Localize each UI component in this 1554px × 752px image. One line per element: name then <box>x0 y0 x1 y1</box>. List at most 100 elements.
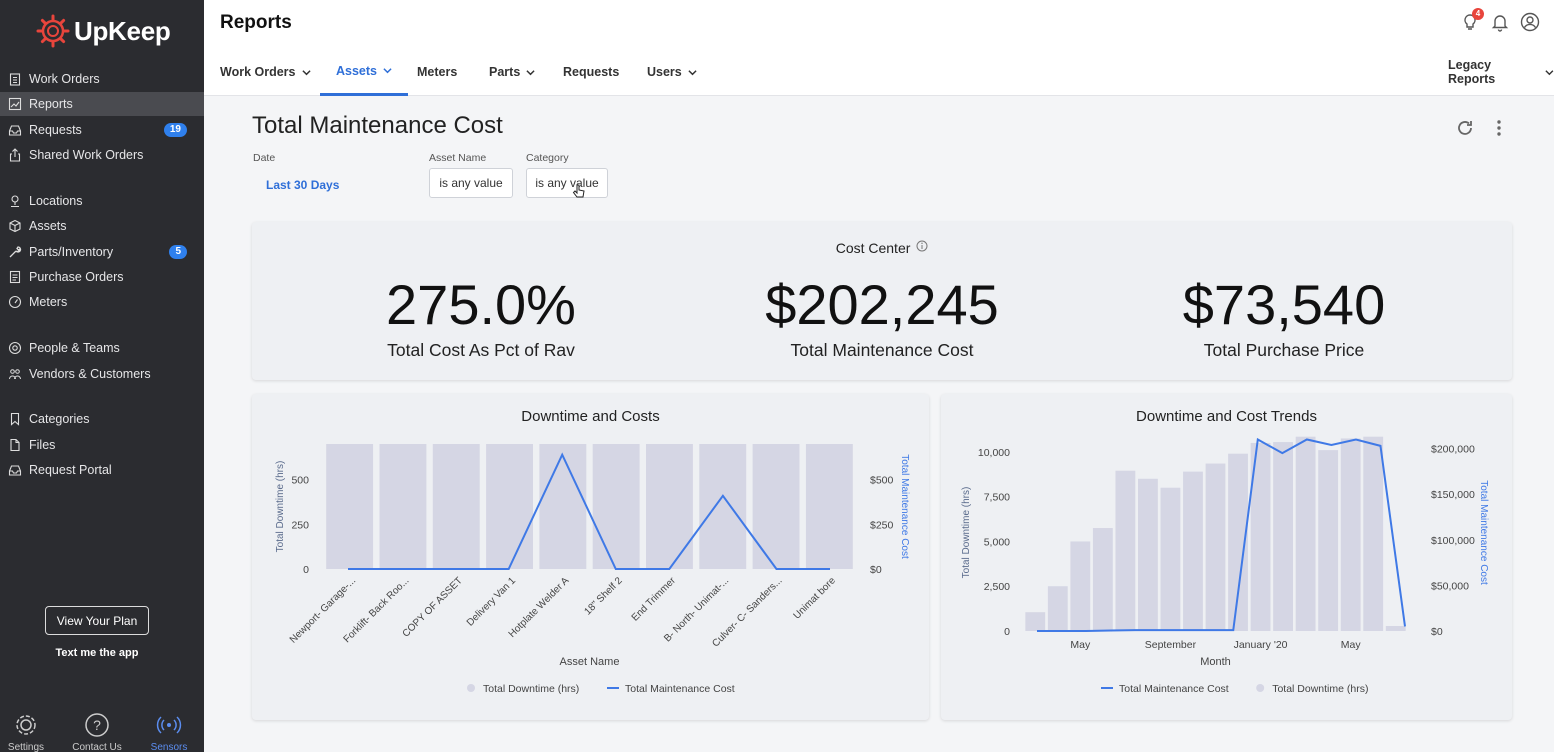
y-tick-label: 5,000 <box>984 536 1010 548</box>
tab-assets[interactable]: Assets <box>320 48 408 96</box>
bar-12 <box>1295 436 1316 631</box>
view-plan-button[interactable]: View Your Plan <box>45 606 149 635</box>
sidebar: UpKeep Work Orders Reports Requests 19 Share… <box>0 0 204 752</box>
gauge-icon <box>8 295 22 309</box>
bar-9 <box>1228 453 1248 631</box>
sidebar-item-requests[interactable]: Requests 19 <box>0 118 204 142</box>
upkeep-logo[interactable]: UpKeep <box>36 14 171 48</box>
downtime-costs-card: Downtime and Costs 0 250 500 $0 $250 $500 Tota… <box>252 394 929 720</box>
top-header: Reports 4 <box>204 0 1554 48</box>
sidebar-item-reports[interactable]: Reports <box>0 92 204 116</box>
category-filter[interactable]: is any value <box>526 168 608 198</box>
chevron-down-icon <box>688 69 697 75</box>
sidebar-item-vendors-customers[interactable]: Vendors & Customers <box>0 362 204 386</box>
kpi-label-purchase-price: Total Purchase Price <box>1203 340 1365 360</box>
user-account-icon[interactable] <box>1520 12 1540 32</box>
y2-axis-title: Total Maintenance Cost <box>1478 480 1489 585</box>
series-line-total-maintenance-cost <box>348 452 830 570</box>
bar-3 <box>1092 528 1113 631</box>
tab-requests[interactable]: Requests <box>563 48 619 96</box>
share-icon <box>8 148 22 162</box>
sidebar-item-label: People & Teams <box>29 341 120 355</box>
x-axis-title: Asset Name <box>560 656 620 668</box>
settings-button[interactable]: Settings <box>0 712 56 752</box>
date-filter-value[interactable]: Last 30 Days <box>266 178 340 192</box>
bookmark-icon <box>8 412 22 426</box>
more-vertical-icon[interactable] <box>1489 118 1509 138</box>
bar-13 <box>1318 450 1339 631</box>
text-me-app-link[interactable]: Text me the app <box>55 647 139 659</box>
x-tick-label: May <box>1070 639 1091 651</box>
chevron-down-icon <box>1545 69 1554 75</box>
bar-2 <box>1070 541 1091 631</box>
sidebar-item-label: Files <box>29 438 56 452</box>
legend-label: Total Maintenance Cost <box>625 683 735 695</box>
y2-tick-label: $250 <box>870 519 894 531</box>
sidebar-item-shared-work-orders[interactable]: Shared Work Orders <box>0 143 204 167</box>
sidebar-item-label: Purchase Orders <box>29 270 124 284</box>
tab-users[interactable]: Users <box>647 48 697 96</box>
asset-name-filter[interactable]: is any value <box>429 168 513 198</box>
sidebar-item-locations[interactable]: Locations <box>0 189 204 213</box>
x-tick-label: COPY OF ASSET <box>401 575 465 639</box>
bar-8 <box>752 444 800 569</box>
legend-label: Total Downtime (hrs) <box>483 683 579 695</box>
tab-meters[interactable]: Meters <box>417 48 457 96</box>
bar-15 <box>1363 436 1384 631</box>
contact-us-button[interactable]: ? Contact Us <box>67 712 127 752</box>
x-tick-label: Unimat bore <box>792 575 839 622</box>
sidebar-item-work-orders[interactable]: Work Orders <box>0 67 204 91</box>
y-tick-label: 10,000 <box>978 447 1010 459</box>
count-badge: 19 <box>163 123 187 137</box>
gear-logo-icon <box>36 14 70 48</box>
sidebar-item-assets[interactable]: Assets <box>0 214 204 238</box>
chevron-down-icon <box>383 68 392 74</box>
kpi-label-cost-pct: Total Cost As Pct of Rav <box>387 340 575 360</box>
bar-4 <box>539 444 587 569</box>
sidebar-item-files[interactable]: Files <box>0 433 204 457</box>
chevron-down-icon <box>526 69 535 75</box>
sidebar-item-meters[interactable]: Meters <box>0 290 204 314</box>
at-sign-icon <box>8 341 22 355</box>
downtime-costs-chart: 0 250 500 $0 $250 $500 Total Downtime (hrs) Tot… <box>275 444 910 695</box>
legend-swatch-bar <box>467 684 475 692</box>
legacy-reports-dropdown[interactable]: Legacy Reports <box>1448 48 1554 96</box>
bar-5 <box>592 444 640 569</box>
sidebar-item-label: Vendors & Customers <box>29 367 151 381</box>
y2-tick-label: $150,000 <box>1431 489 1475 501</box>
sidebar-item-people-teams[interactable]: People & Teams <box>0 336 204 360</box>
bar-1 <box>1047 586 1068 631</box>
cost-center-title: Cost Center <box>252 240 1512 256</box>
report-title: Total Maintenance Cost <box>252 112 503 139</box>
sidebar-item-label: Requests <box>29 123 82 137</box>
y2-tick-label: $0 <box>870 564 882 576</box>
tab-parts[interactable]: Parts <box>489 48 535 96</box>
y2-tick-label: $0 <box>1431 626 1443 638</box>
cost-center-card: Cost Center 275.0% Total Cost As Pct of … <box>252 222 1512 380</box>
tab-label: Parts <box>489 65 521 79</box>
kpi-value-maintenance-cost: $202,245 <box>765 273 999 336</box>
file-icon <box>8 438 22 452</box>
info-icon[interactable] <box>916 240 928 252</box>
bar-0 <box>326 444 374 569</box>
sidebar-item-parts-inventory[interactable]: Parts/Inventory 5 <box>0 240 204 264</box>
sidebar-item-purchase-orders[interactable]: Purchase Orders <box>0 265 204 289</box>
sidebar-item-label: Request Portal <box>29 463 112 477</box>
bar-9 <box>805 444 853 569</box>
kpi-value-purchase-price: $73,540 <box>1182 273 1386 336</box>
y2-tick-label: $50,000 <box>1431 580 1469 592</box>
bar-14 <box>1340 438 1361 631</box>
wrench-icon <box>8 245 22 259</box>
x-tick-label: End Trimmer <box>630 575 679 624</box>
settings-label: Settings <box>7 742 45 752</box>
contact-us-label: Contact Us <box>72 742 122 752</box>
sidebar-item-categories[interactable]: Categories <box>0 407 204 431</box>
tab-work-orders[interactable]: Work Orders <box>220 48 311 96</box>
bell-icon[interactable] <box>1490 12 1510 32</box>
inbox-icon <box>8 123 22 137</box>
sensors-button[interactable]: Sensors <box>139 712 199 752</box>
sidebar-item-request-portal[interactable]: Request Portal <box>0 458 204 482</box>
refresh-icon[interactable] <box>1455 118 1475 138</box>
x-tick-label: January '20 <box>1234 639 1288 651</box>
tips-button[interactable]: 4 <box>1460 8 1484 37</box>
